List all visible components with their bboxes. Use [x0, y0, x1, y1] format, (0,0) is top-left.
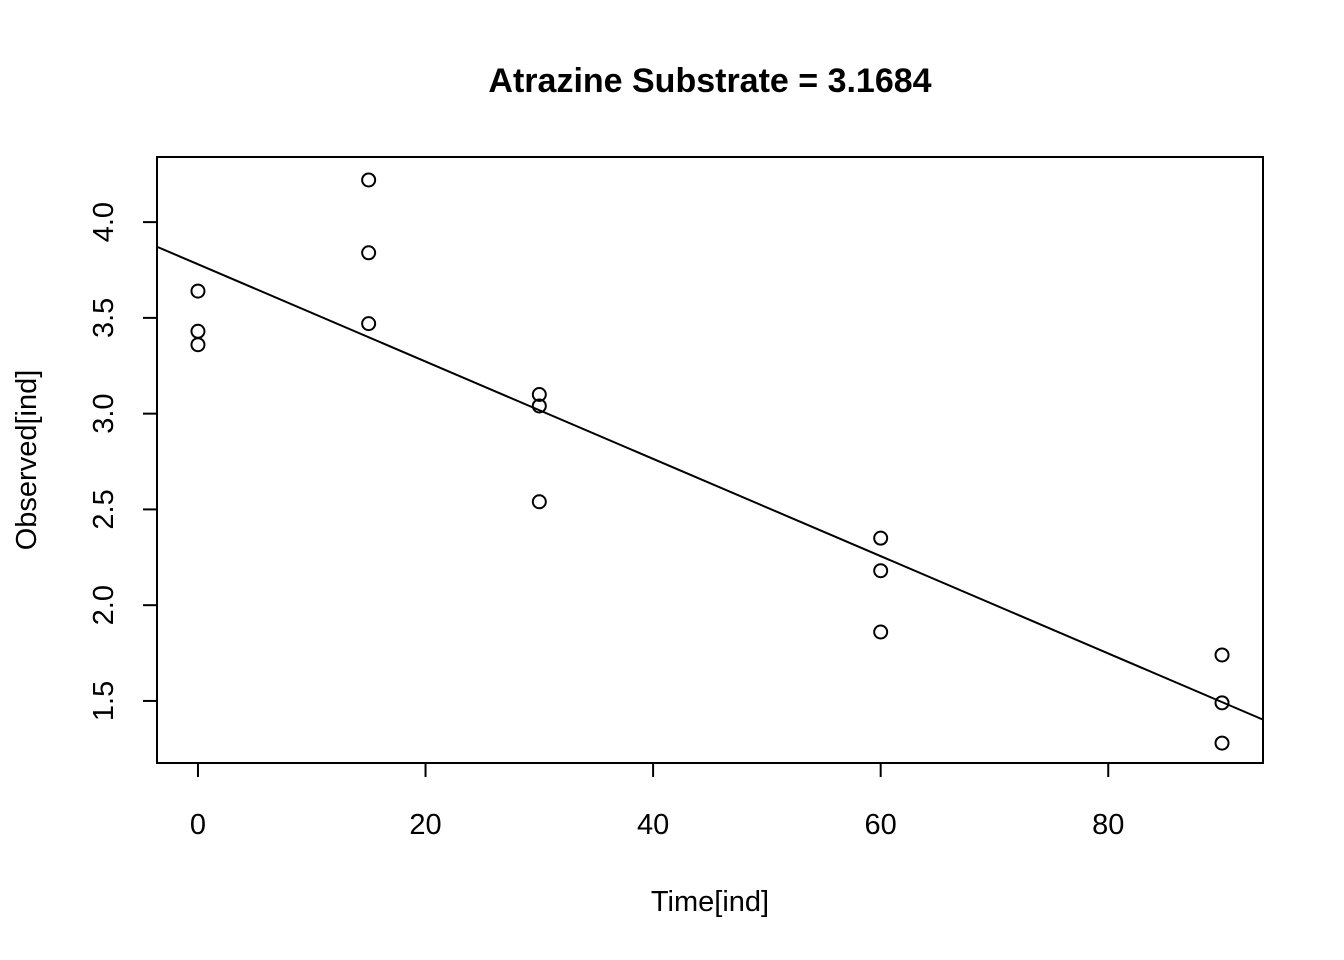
y-tick-label: 3.0 [88, 393, 120, 433]
x-tick-label: 20 [409, 809, 441, 841]
x-tick-label: 0 [190, 809, 206, 841]
x-axis-label: Time[ind] [651, 886, 769, 918]
data-point [1214, 647, 1230, 663]
y-tick-label: 3.5 [88, 298, 120, 338]
y-tick-label: 2.5 [88, 489, 120, 529]
y-tick-label: 1.5 [88, 681, 120, 721]
data-point [361, 245, 377, 261]
x-tick-label: 60 [865, 809, 897, 841]
data-point [361, 316, 377, 332]
chart-title: Atrazine Substrate = 3.1684 [488, 62, 931, 100]
x-axis: 0 20 40 60 80 [190, 762, 1124, 841]
y-tick-label: 2.0 [88, 585, 120, 625]
y-axis: 1.5 2.0 2.5 3.0 3.5 4.0 [88, 202, 158, 721]
data-points [190, 172, 1230, 751]
plot-frame [156, 156, 1264, 764]
data-point [361, 172, 377, 188]
x-tick-label: 40 [637, 809, 669, 841]
regression-line-group [156, 245, 1264, 721]
data-point [190, 323, 206, 339]
data-point [190, 337, 206, 353]
data-point [1214, 735, 1230, 751]
data-point [1214, 695, 1230, 711]
y-tick-label: 4.0 [88, 202, 120, 242]
data-point [873, 563, 889, 579]
regression-line [156, 245, 1264, 721]
data-point [531, 386, 547, 402]
x-tick-label: 80 [1092, 809, 1124, 841]
y-axis-label: Observed[ind] [11, 370, 43, 551]
data-point [873, 624, 889, 640]
data-point [190, 283, 206, 299]
data-point [873, 530, 889, 546]
data-point [531, 398, 547, 414]
data-point [531, 494, 547, 510]
